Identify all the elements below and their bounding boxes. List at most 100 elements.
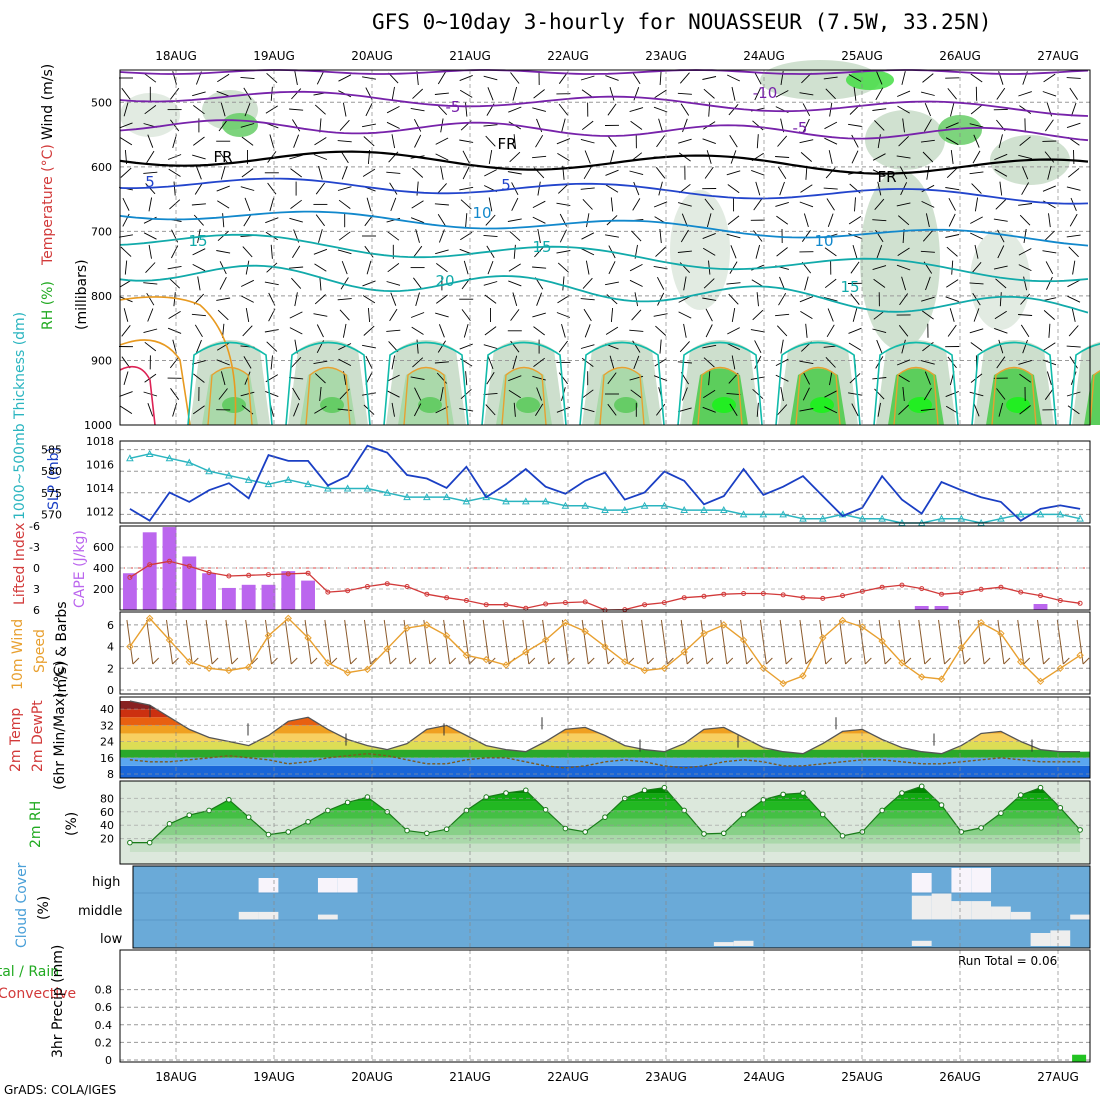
surface-barb-40 <box>918 619 926 665</box>
wind-point-18 <box>482 655 490 664</box>
surface-barb-18 <box>482 619 490 665</box>
wind-barb <box>338 343 352 351</box>
surface-barb-flag-44 <box>1003 657 1011 665</box>
li-point-4 <box>206 570 212 575</box>
contour-column-warm-2 <box>403 366 449 426</box>
wind-barb <box>703 278 715 289</box>
wind-barb <box>754 87 762 101</box>
rh-point-30 <box>720 830 727 837</box>
wind-barb <box>920 360 935 365</box>
temp-band-6 <box>120 717 1090 726</box>
wind-barb <box>800 311 813 319</box>
wind-barb <box>513 402 516 417</box>
contour-30 <box>119 339 191 426</box>
wind-barb <box>240 123 255 128</box>
wind-barb <box>679 341 690 353</box>
date-bottom-6: 24AUG <box>743 1070 785 1084</box>
wind-speed-line <box>129 617 1081 685</box>
label-cloud-2: (%) <box>36 896 52 920</box>
wind-barb <box>558 103 569 116</box>
wind-barb <box>289 154 303 160</box>
thickness-point-30 <box>719 506 728 514</box>
wind-barb <box>582 277 593 289</box>
wind-barb <box>897 374 910 383</box>
wind-barb <box>777 135 788 147</box>
li-point-40 <box>919 586 925 592</box>
rh-point-14 <box>404 827 410 834</box>
wind-barb <box>290 168 302 178</box>
wind-barb <box>484 326 497 336</box>
cloud-low-31 <box>733 940 754 946</box>
rh-point-35 <box>819 811 826 818</box>
wind-barb <box>778 292 787 306</box>
wind-barb <box>677 361 692 364</box>
cloud-middle-10 <box>317 914 338 920</box>
wind-barb <box>607 403 617 416</box>
contour-column-warm-6 <box>795 366 841 426</box>
wind-point-11 <box>343 668 352 677</box>
wind-barb <box>414 387 422 401</box>
cloud-middle-40 <box>911 895 932 920</box>
wind-barb <box>386 390 400 398</box>
rh-column-inner-1 <box>300 368 356 425</box>
wind-barb <box>557 183 569 194</box>
wind-barb <box>440 387 444 401</box>
li-point-12 <box>364 584 370 589</box>
wind-barb <box>462 150 470 164</box>
wind-barb <box>435 249 449 255</box>
wind-barb <box>873 278 886 288</box>
wind-barb <box>677 250 692 253</box>
wind-barb <box>925 276 931 291</box>
ytick-slp-1016: 1016 <box>86 458 114 471</box>
wind-barb <box>389 308 398 322</box>
wind-barb <box>512 86 518 101</box>
wind-barb <box>580 407 595 413</box>
surface-barb-flag-42 <box>963 657 971 665</box>
wind-barb <box>1066 391 1081 397</box>
wind-barb <box>951 260 954 275</box>
wind-barb <box>610 197 614 212</box>
wind-barb <box>195 339 202 354</box>
wind-barb <box>460 199 472 210</box>
surface-barb-flag-28 <box>686 657 694 665</box>
wind-barb <box>437 214 446 227</box>
wind-barb <box>1071 308 1076 322</box>
wind-barb <box>507 218 522 222</box>
wind-barb <box>316 324 324 338</box>
rh-point-1 <box>146 839 153 846</box>
chart-title: GFS 0~10day 3-hourly for NOUASSEUR (7.5W… <box>372 10 992 34</box>
wind-barb <box>169 356 180 369</box>
wind-barb <box>386 374 400 382</box>
wind-barb <box>926 165 930 180</box>
rh-column-core-2 <box>418 397 442 413</box>
wind-barb <box>974 244 979 259</box>
wind-barb <box>1023 276 1028 291</box>
rh-band-1 <box>129 835 1081 844</box>
wind-barb <box>1043 73 1056 83</box>
wind-barb <box>266 262 278 273</box>
li-point-14 <box>404 584 410 589</box>
contour-label-fr2: FR <box>497 135 516 153</box>
wind-barb <box>192 91 206 97</box>
contour-column-warm-3 <box>501 366 547 426</box>
run-total-label: Run Total = 0.06 <box>958 954 1057 968</box>
wind-barb <box>509 230 521 242</box>
rh-point-6 <box>245 814 252 820</box>
wind-barb <box>607 372 617 385</box>
surface-barb-43 <box>977 619 985 665</box>
wind-barb <box>877 134 881 149</box>
surface-barb-34 <box>799 619 807 665</box>
wind-barb <box>994 168 1008 177</box>
wind-barb <box>777 404 788 416</box>
thickness-point-12 <box>363 484 372 492</box>
wind-barb <box>775 201 789 207</box>
wind-barb <box>1043 342 1056 351</box>
wind-barb <box>901 71 906 85</box>
wind-point-39 <box>898 659 906 667</box>
wind-barb <box>970 342 983 352</box>
wind-barb <box>314 263 327 272</box>
wind-barb <box>508 106 522 113</box>
surface-barb-42 <box>957 619 965 665</box>
wind-barb <box>731 86 736 101</box>
wind-barb <box>633 181 640 196</box>
